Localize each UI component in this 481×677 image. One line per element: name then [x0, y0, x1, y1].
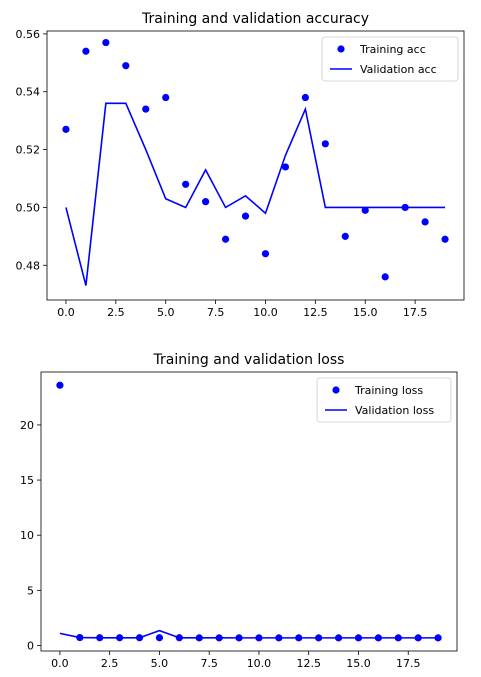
data-point: [221, 235, 230, 243]
x-tick-label: 15.0: [346, 657, 371, 670]
data-point: [281, 163, 290, 171]
legend-label: Training loss: [354, 384, 423, 397]
data-point: [155, 634, 164, 642]
data-point: [321, 140, 329, 148]
x-tick-label: 2.5: [107, 306, 125, 319]
data-point: [421, 218, 429, 226]
data-point: [102, 38, 110, 47]
y-tick-label: 0.54: [16, 86, 41, 99]
y-tick-label: 0.50: [16, 201, 41, 214]
data-point: [202, 198, 210, 206]
x-tick-label: 7.5: [207, 306, 225, 319]
data-point: [182, 180, 190, 188]
chart-title: Training and validation loss: [153, 352, 345, 368]
data-point: [261, 250, 270, 258]
legend-box: [316, 377, 452, 423]
legend-box: [321, 36, 459, 82]
legend-point-marker: [332, 386, 340, 394]
series-line-validation-loss: [59, 629, 439, 639]
legend-label: Validation acc: [360, 63, 437, 76]
y-tick-label: 0.56: [16, 28, 41, 41]
legend: Training acc Validation acc: [321, 36, 459, 82]
data-point: [434, 634, 442, 642]
data-point: [381, 273, 389, 281]
y-tick-label: 15: [20, 474, 34, 487]
legend: Training loss Validation loss: [316, 377, 452, 423]
y-tick-label: 5: [27, 584, 34, 597]
x-tick-label: 17.5: [396, 657, 421, 670]
y-tick-label: 10: [20, 529, 34, 542]
series-line-validation-acc: [65, 102, 446, 286]
data-point: [82, 47, 90, 55]
accuracy-chart: Training and validation accuracy 0.0 2.5 5.…: [16, 11, 465, 319]
chart-title: Training and validation accuracy: [141, 11, 369, 27]
plot-frame: [46, 30, 465, 301]
x-tick-label: 10.0: [247, 657, 272, 670]
legend-point-marker: [337, 45, 345, 53]
data-point: [122, 62, 130, 70]
x-tick-label: 15.0: [353, 306, 378, 319]
x-tick-label: 7.5: [200, 657, 218, 670]
data-point: [162, 93, 170, 102]
x-tick-label: 5.0: [151, 657, 169, 670]
y-tick-label: 0.48: [16, 259, 41, 272]
data-point: [441, 235, 449, 243]
x-tick-label: 17.5: [403, 306, 428, 319]
x-tick-label: 10.0: [253, 306, 278, 319]
data-point: [301, 93, 309, 102]
legend-label: Validation loss: [355, 404, 434, 417]
data-point: [241, 212, 250, 220]
data-point: [361, 206, 369, 214]
x-tick-label: 12.5: [303, 306, 328, 319]
data-point: [341, 232, 349, 240]
data-point: [142, 105, 150, 113]
x-tick-label: 12.5: [296, 657, 321, 670]
data-point: [62, 125, 70, 133]
data-point: [56, 381, 64, 389]
x-tick-label: 0.0: [51, 657, 69, 670]
x-tick-label: 0.0: [57, 306, 75, 319]
y-tick-label: 20: [20, 419, 34, 432]
plot-frame: [40, 371, 458, 652]
x-tick-label: 2.5: [101, 657, 119, 670]
loss-chart: Training and validation loss 0.0 2.5 5.0 7.5…: [20, 352, 458, 670]
legend-label: Training acc: [359, 43, 426, 56]
y-tick-label: 0: [27, 639, 34, 652]
x-tick-label: 5.0: [157, 306, 175, 319]
y-tick-label: 0.52: [16, 144, 41, 157]
